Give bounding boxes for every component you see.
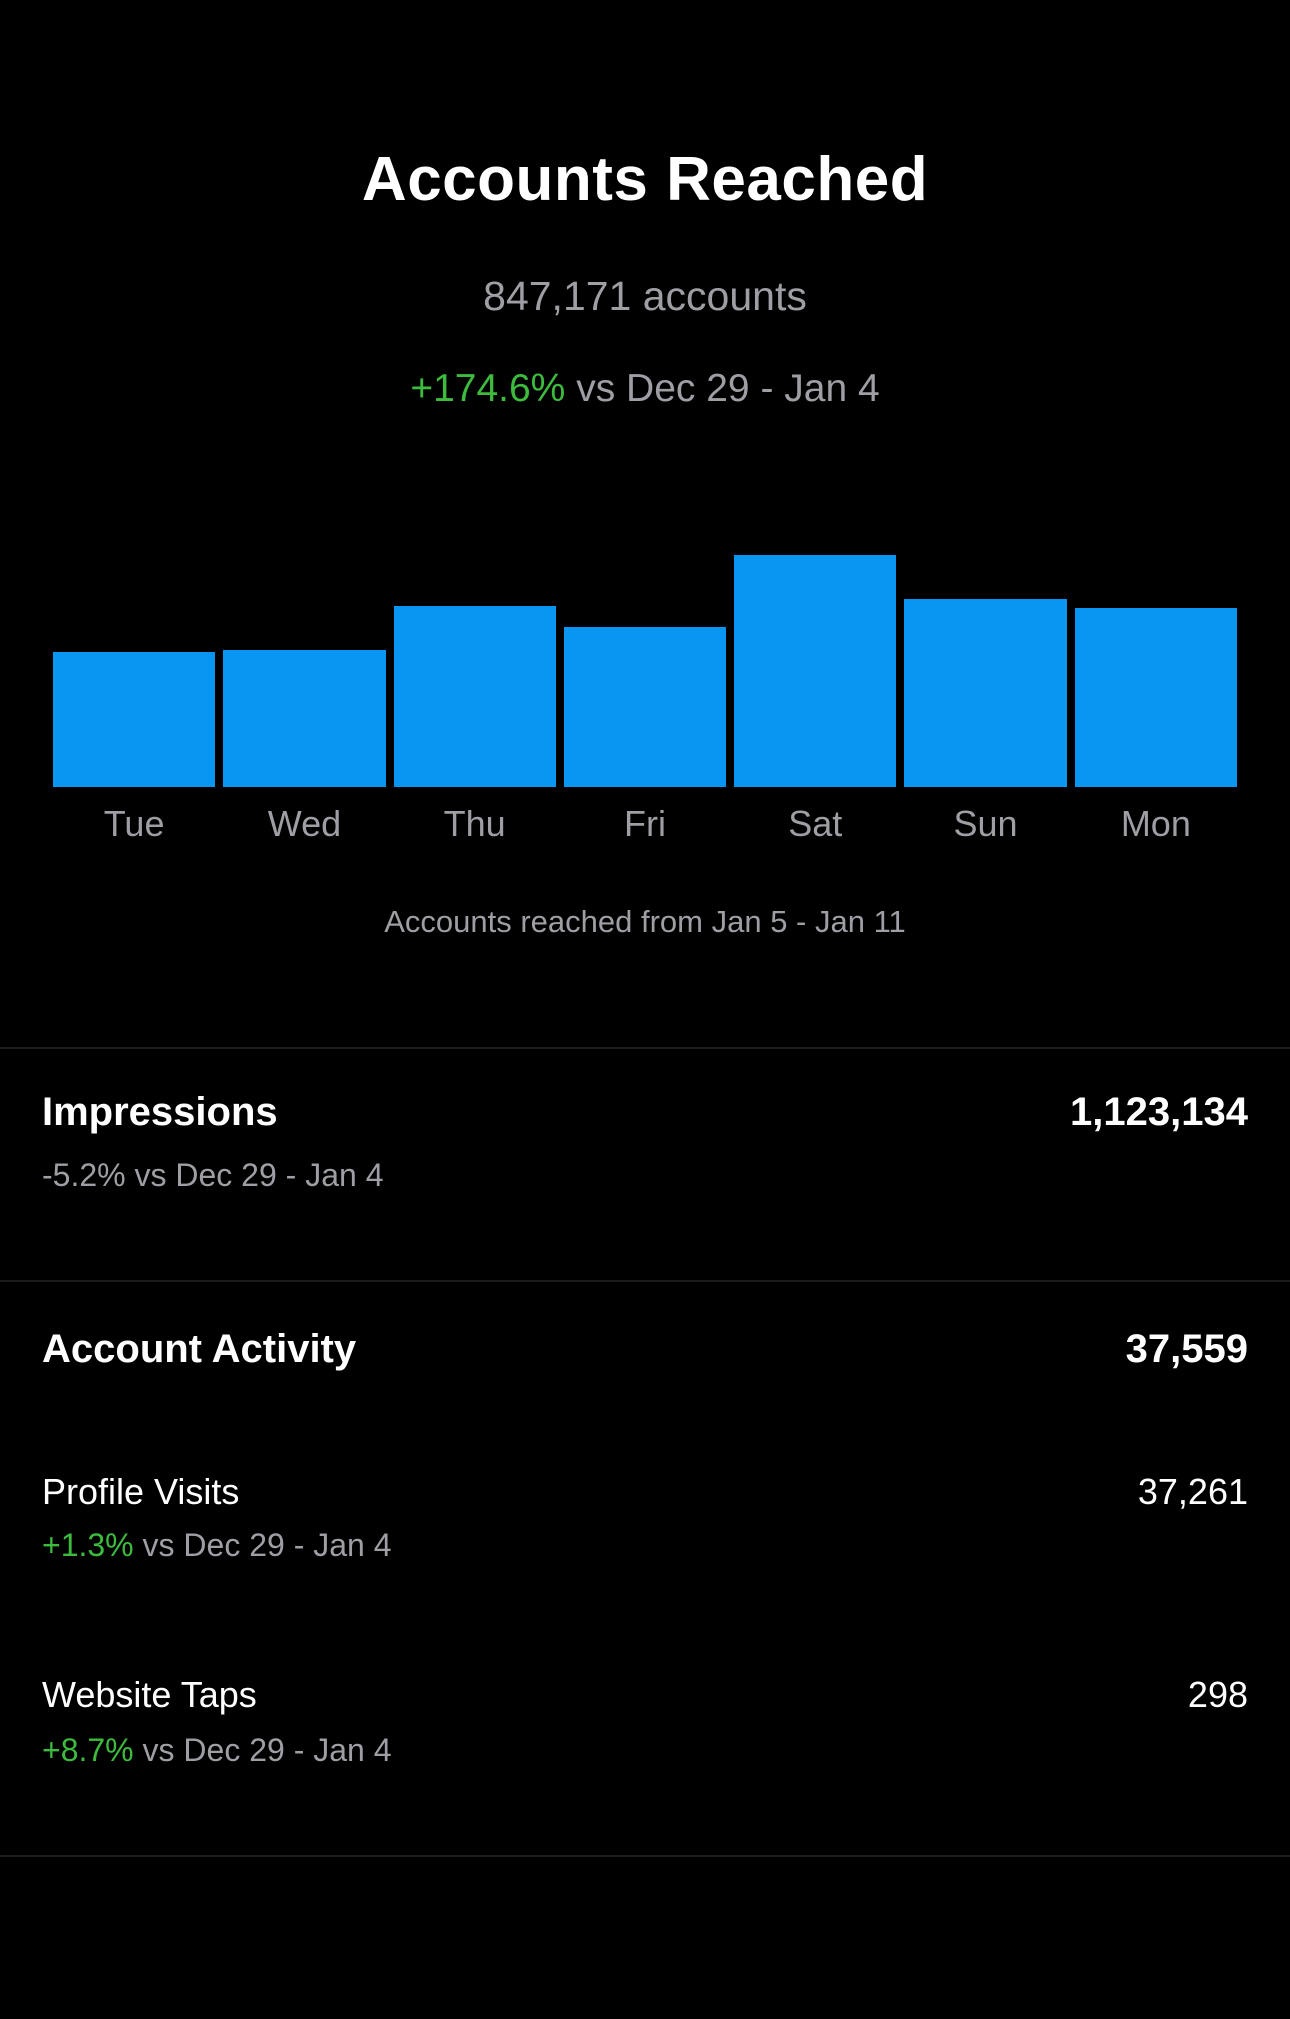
section-divider [0,1280,1290,1282]
profile-visits-label: Profile Visits [42,1471,240,1512]
website-taps-label: Website Taps [42,1674,257,1715]
bar-sat[interactable] [734,555,897,787]
impressions-value: 1,123,134 [1070,1090,1248,1134]
account-activity-value: 37,559 [1125,1327,1248,1371]
account-activity-label: Account Activity [42,1327,357,1371]
profile-visits-delta: +1.3% vs Dec 29 - Jan 4 [0,1523,1290,1567]
page-title: Accounts Reached [361,145,929,214]
bar-mon[interactable] [1074,608,1237,787]
profile-visits-delta-comparison: vs Dec 29 - Jan 4 [133,1527,392,1563]
impressions-delta: -5.2% vs Dec 29 - Jan 4 [0,1153,1290,1197]
account-activity-row: Account Activity 37,559 [0,1324,1290,1374]
bar-chart-x-axis: Tue Wed Thu Fri Sat Sun Mon [0,803,1290,845]
day-label-tue: Tue [103,803,165,844]
profile-visits-value: 37,261 [1137,1471,1248,1512]
impressions-label: Impressions [42,1090,278,1134]
website-taps-delta: +8.7% vs Dec 29 - Jan 4 [0,1728,1290,1772]
overall-delta-percent: +174.6% [410,367,566,410]
day-label-wed: Wed [267,803,342,844]
day-label-sat: Sat [788,803,843,844]
website-taps-delta-percent: +8.7% [42,1732,134,1768]
bar-chart [0,555,1290,787]
impressions-delta-percent: -5.2% [42,1157,126,1193]
insights-screen: Accounts Reached 847,171 accounts +174.6… [0,145,1290,2019]
bar-wed[interactable] [223,650,386,787]
day-label-thu: Thu [443,803,506,844]
profile-visits-delta-percent: +1.3% [42,1527,134,1563]
website-taps-row: Website Taps 298 [0,1671,1290,1719]
overall-delta: +174.6% vs Dec 29 - Jan 4 [0,367,1290,411]
bar-thu[interactable] [393,606,556,787]
bar-fri[interactable] [563,627,727,787]
day-label-sun: Sun [953,803,1018,844]
chart-caption: Accounts reached from Jan 5 - Jan 11 [384,904,906,939]
section-divider [0,1047,1290,1049]
section-divider [0,1855,1290,1857]
impressions-row: Impressions 1,123,134 [0,1087,1290,1137]
website-taps-value: 298 [1187,1674,1248,1715]
bar-tue[interactable] [53,652,216,787]
profile-visits-row: Profile Visits 37,261 [0,1468,1290,1516]
overall-delta-comparison: vs Dec 29 - Jan 4 [565,367,880,410]
day-label-fri: Fri [623,803,666,844]
total-accounts: 847,171 accounts [483,273,807,319]
day-label-mon: Mon [1120,803,1191,844]
bar-sun[interactable] [904,599,1067,787]
impressions-delta-comparison: vs Dec 29 - Jan 4 [125,1157,384,1193]
website-taps-delta-comparison: vs Dec 29 - Jan 4 [133,1732,392,1768]
